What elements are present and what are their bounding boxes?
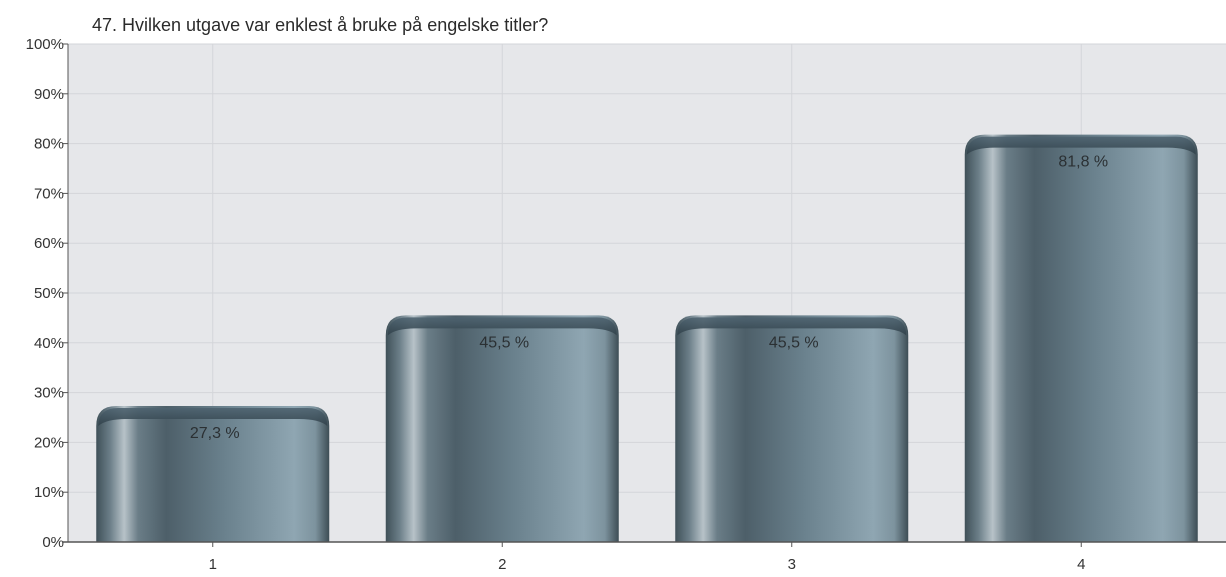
y-tick-label: 40% <box>34 335 64 352</box>
bar-cap-1 <box>98 408 328 427</box>
y-tick-label: 80% <box>34 136 64 153</box>
y-axis-tick-labels: 0% 10% 20% 30% 40% 50% 60% 70% 80% 90% 100% <box>26 36 64 551</box>
bar-2 <box>385 315 619 542</box>
x-tick-label: 1 <box>209 556 217 573</box>
y-tick-label: 20% <box>34 434 64 451</box>
bar-1 <box>96 406 330 542</box>
bars: 27,3 % 45,5 % 45,5 % 81,8 % <box>96 134 1198 543</box>
x-tick-label: 3 <box>788 556 796 573</box>
data-label-1: 27,3 % <box>190 425 240 442</box>
y-tick-label: 50% <box>34 285 64 302</box>
data-label-4: 81,8 % <box>1058 154 1108 171</box>
y-tick-label: 30% <box>34 385 64 402</box>
bar-cap-4 <box>966 136 1196 155</box>
bar-3 <box>675 315 909 542</box>
data-label-3: 45,5 % <box>769 334 819 351</box>
y-tick-label: 100% <box>26 36 64 53</box>
axes <box>63 44 1226 547</box>
y-tick-label: 90% <box>34 86 64 103</box>
bar-cap-3 <box>677 317 907 336</box>
chart-title: 47. Hvilken utgave var enklest å bruke p… <box>92 15 548 35</box>
y-tick-label: 60% <box>34 235 64 252</box>
x-axis-tick-labels: 1 2 3 4 <box>209 556 1086 573</box>
bar-4 <box>964 134 1198 543</box>
y-tick-label: 10% <box>34 484 64 501</box>
y-tick-label: 0% <box>42 534 64 551</box>
x-tick-label: 4 <box>1077 556 1085 573</box>
y-tick-label: 70% <box>34 185 64 202</box>
bar-cap-2 <box>387 317 617 336</box>
x-tick-label: 2 <box>498 556 506 573</box>
data-label-2: 45,5 % <box>479 334 529 351</box>
